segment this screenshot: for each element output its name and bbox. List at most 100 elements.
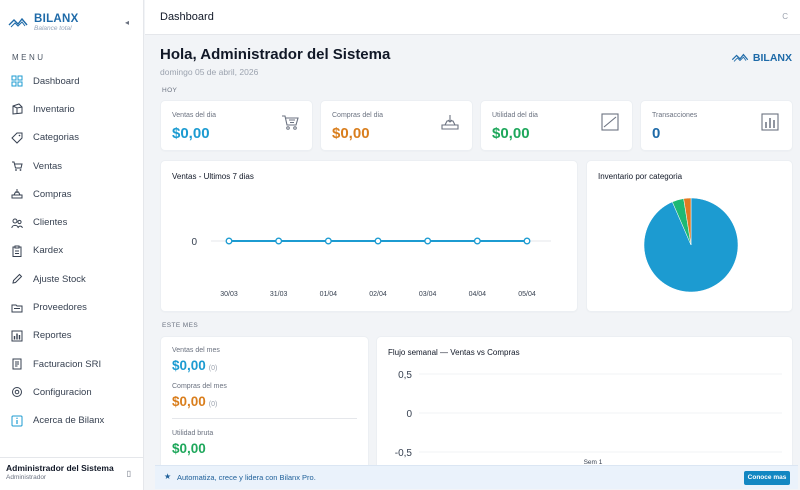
brand-name: BILANX (34, 13, 79, 25)
sidebar-item-dashboard[interactable]: Dashboard (0, 67, 143, 95)
month-sales: $0,00 (0) (172, 358, 217, 373)
tag-icon (11, 132, 23, 144)
x-tick-label: Sem 1 (584, 459, 603, 466)
topbar: Dashboard C (145, 0, 800, 35)
brand[interactable]: BILANX Balance total ◂ (0, 0, 143, 45)
section-month-label: ESTE MES (162, 322, 199, 329)
sidebar-item-clientes[interactable]: Clientes (0, 208, 143, 236)
pie-slice[interactable] (683, 197, 692, 246)
sidebar-item-facturacion-sri[interactable]: Facturacion SRI (0, 350, 143, 378)
kpi-title: Transacciones (652, 112, 698, 119)
sidebar-item-kardex[interactable]: Kardex (0, 237, 143, 265)
logout-icon[interactable]: ▯ (126, 469, 131, 478)
month-sales-count: (0) (208, 365, 218, 372)
pencil-icon (11, 273, 23, 285)
flow-chart-title: Flujo semanal — Ventas vs Compras (388, 348, 520, 357)
double-chevron-left-icon[interactable]: ◂ (124, 18, 129, 27)
info-icon (11, 415, 23, 427)
data-point[interactable] (424, 237, 432, 245)
data-point[interactable] (523, 237, 531, 245)
promo-banner: ★ Automatiza, crece y lidera con Bilanx … (155, 465, 798, 489)
gear-icon (11, 386, 23, 398)
bar-chart-icon (761, 113, 779, 131)
sidebar-item-categorias[interactable]: Categorias (0, 124, 143, 152)
sidebar-item-inventario[interactable]: Inventario (0, 95, 143, 123)
promo-text: Automatiza, crece y lidera con Bilanx Pr… (177, 473, 316, 482)
month-purchases-count: (0) (208, 401, 218, 408)
sidebar-item-compras[interactable]: Compras (0, 180, 143, 208)
kpi-value: $0,00 (492, 125, 530, 142)
kpi-value: $0,00 (172, 125, 210, 142)
greeting: Hola, Administrador del Sistema (160, 46, 391, 63)
divider (172, 418, 357, 419)
category-pie-chart (643, 197, 739, 293)
star-icon: ★ (164, 472, 172, 481)
folder-icon (11, 302, 23, 314)
gross-profit-value: $0,00 (172, 441, 206, 456)
kpi-card-profit: Utilidad del dia $0,00 (480, 100, 633, 151)
sales-chart-title: Ventas - Ultimos 7 dias (172, 172, 254, 181)
sidebar-item-proveedores[interactable]: Proveedores (0, 293, 143, 321)
flow-chart-card: Flujo semanal — Ventas vs Compras 0,5 0 -0… (376, 336, 793, 466)
data-point[interactable] (324, 237, 332, 245)
gross-profit-label: Utilidad bruta (172, 430, 214, 437)
kpi-title: Ventas del dia (172, 112, 216, 119)
bar-chart-icon (11, 330, 23, 342)
user-role: Administrador (6, 474, 47, 481)
invoice-icon (11, 358, 23, 370)
sidebar-item-acerca-de-bilanx[interactable]: Acerca de Bilanx (0, 407, 143, 435)
month-purchases-value: $0,00 (172, 394, 206, 409)
kpi-title: Compras del dia (332, 112, 383, 119)
topbar-action-icon[interactable]: C (782, 12, 788, 21)
kpi-card-sales: Ventas del dia $0,00 (160, 100, 313, 151)
box-icon (11, 103, 23, 115)
learn-more-button[interactable]: Conoce mas (744, 471, 790, 485)
x-tick-label: 04/04 (469, 291, 487, 298)
month-purchases-label: Compras del mes (172, 383, 227, 390)
tray-icon (11, 188, 23, 200)
flow-bar-chart: 0,5 0 -0,5 Sem 1 (395, 370, 782, 466)
x-tick-label: 30/03 (220, 291, 238, 298)
kpi-card-transactions: Transacciones 0 (640, 100, 793, 151)
sidebar-item-ajuste-stock[interactable]: Ajuste Stock (0, 265, 143, 293)
sidebar-item-label: Dashboard (33, 75, 80, 87)
sidebar-item-ventas[interactable]: Ventas (0, 152, 143, 180)
data-point[interactable] (374, 237, 382, 245)
brand-tagline: Balance total (34, 25, 72, 32)
cart-icon (11, 160, 23, 172)
sidebar-item-label: Reportes (33, 330, 72, 342)
sidebar-item-label: Compras (33, 188, 72, 200)
kpi-value: $0,00 (332, 125, 370, 142)
page-title: Dashboard (160, 11, 214, 23)
kpi-value: 0 (652, 125, 661, 142)
logo-mark-icon (731, 53, 749, 62)
sidebar-item-reportes[interactable]: Reportes (0, 322, 143, 350)
sidebar-item-label: Inventario (33, 103, 75, 115)
month-sales-value: $0,00 (172, 358, 206, 373)
y-tick-label: -0,5 (395, 448, 413, 459)
sidebar-item-label: Ajuste Stock (33, 273, 86, 285)
data-point[interactable] (225, 237, 233, 245)
sidebar-item-label: Clientes (33, 217, 68, 229)
section-today-label: HOY (162, 87, 178, 94)
month-sales-label: Ventas del mes (172, 347, 220, 354)
month-summary-card: Ventas del mes $0,00 (0) Compras del mes … (160, 336, 369, 466)
sales-line-chart: 0 30/03 31/03 01/04 02/04 03/04 04/04 05/04 (191, 237, 551, 298)
user-panel: Administrador del Sistema Administrador … (0, 457, 144, 490)
sidebar-item-label: Categorias (33, 132, 79, 144)
trend-icon (601, 113, 619, 131)
y-tick-label: 0 (406, 409, 412, 420)
x-tick-label: 02/04 (369, 291, 387, 298)
users-icon (11, 217, 23, 229)
kpi-card-purchases: Compras del dia $0,00 (320, 100, 473, 151)
tray-icon (441, 115, 459, 130)
sidebar-item-label: Configuracion (33, 386, 92, 398)
data-point[interactable] (473, 237, 481, 245)
data-point[interactable] (275, 237, 283, 245)
menu-label: MENU (12, 53, 46, 62)
sidebar-item-configuracion[interactable]: Configuracion (0, 378, 143, 406)
sidebar: BILANX Balance total ◂ MENU Dashboard Inv… (0, 0, 144, 490)
sidebar-item-label: Facturacion SRI (33, 358, 102, 370)
current-date: domingo 05 de abril, 2026 (160, 67, 259, 77)
sidebar-item-label: Proveedores (33, 302, 87, 314)
